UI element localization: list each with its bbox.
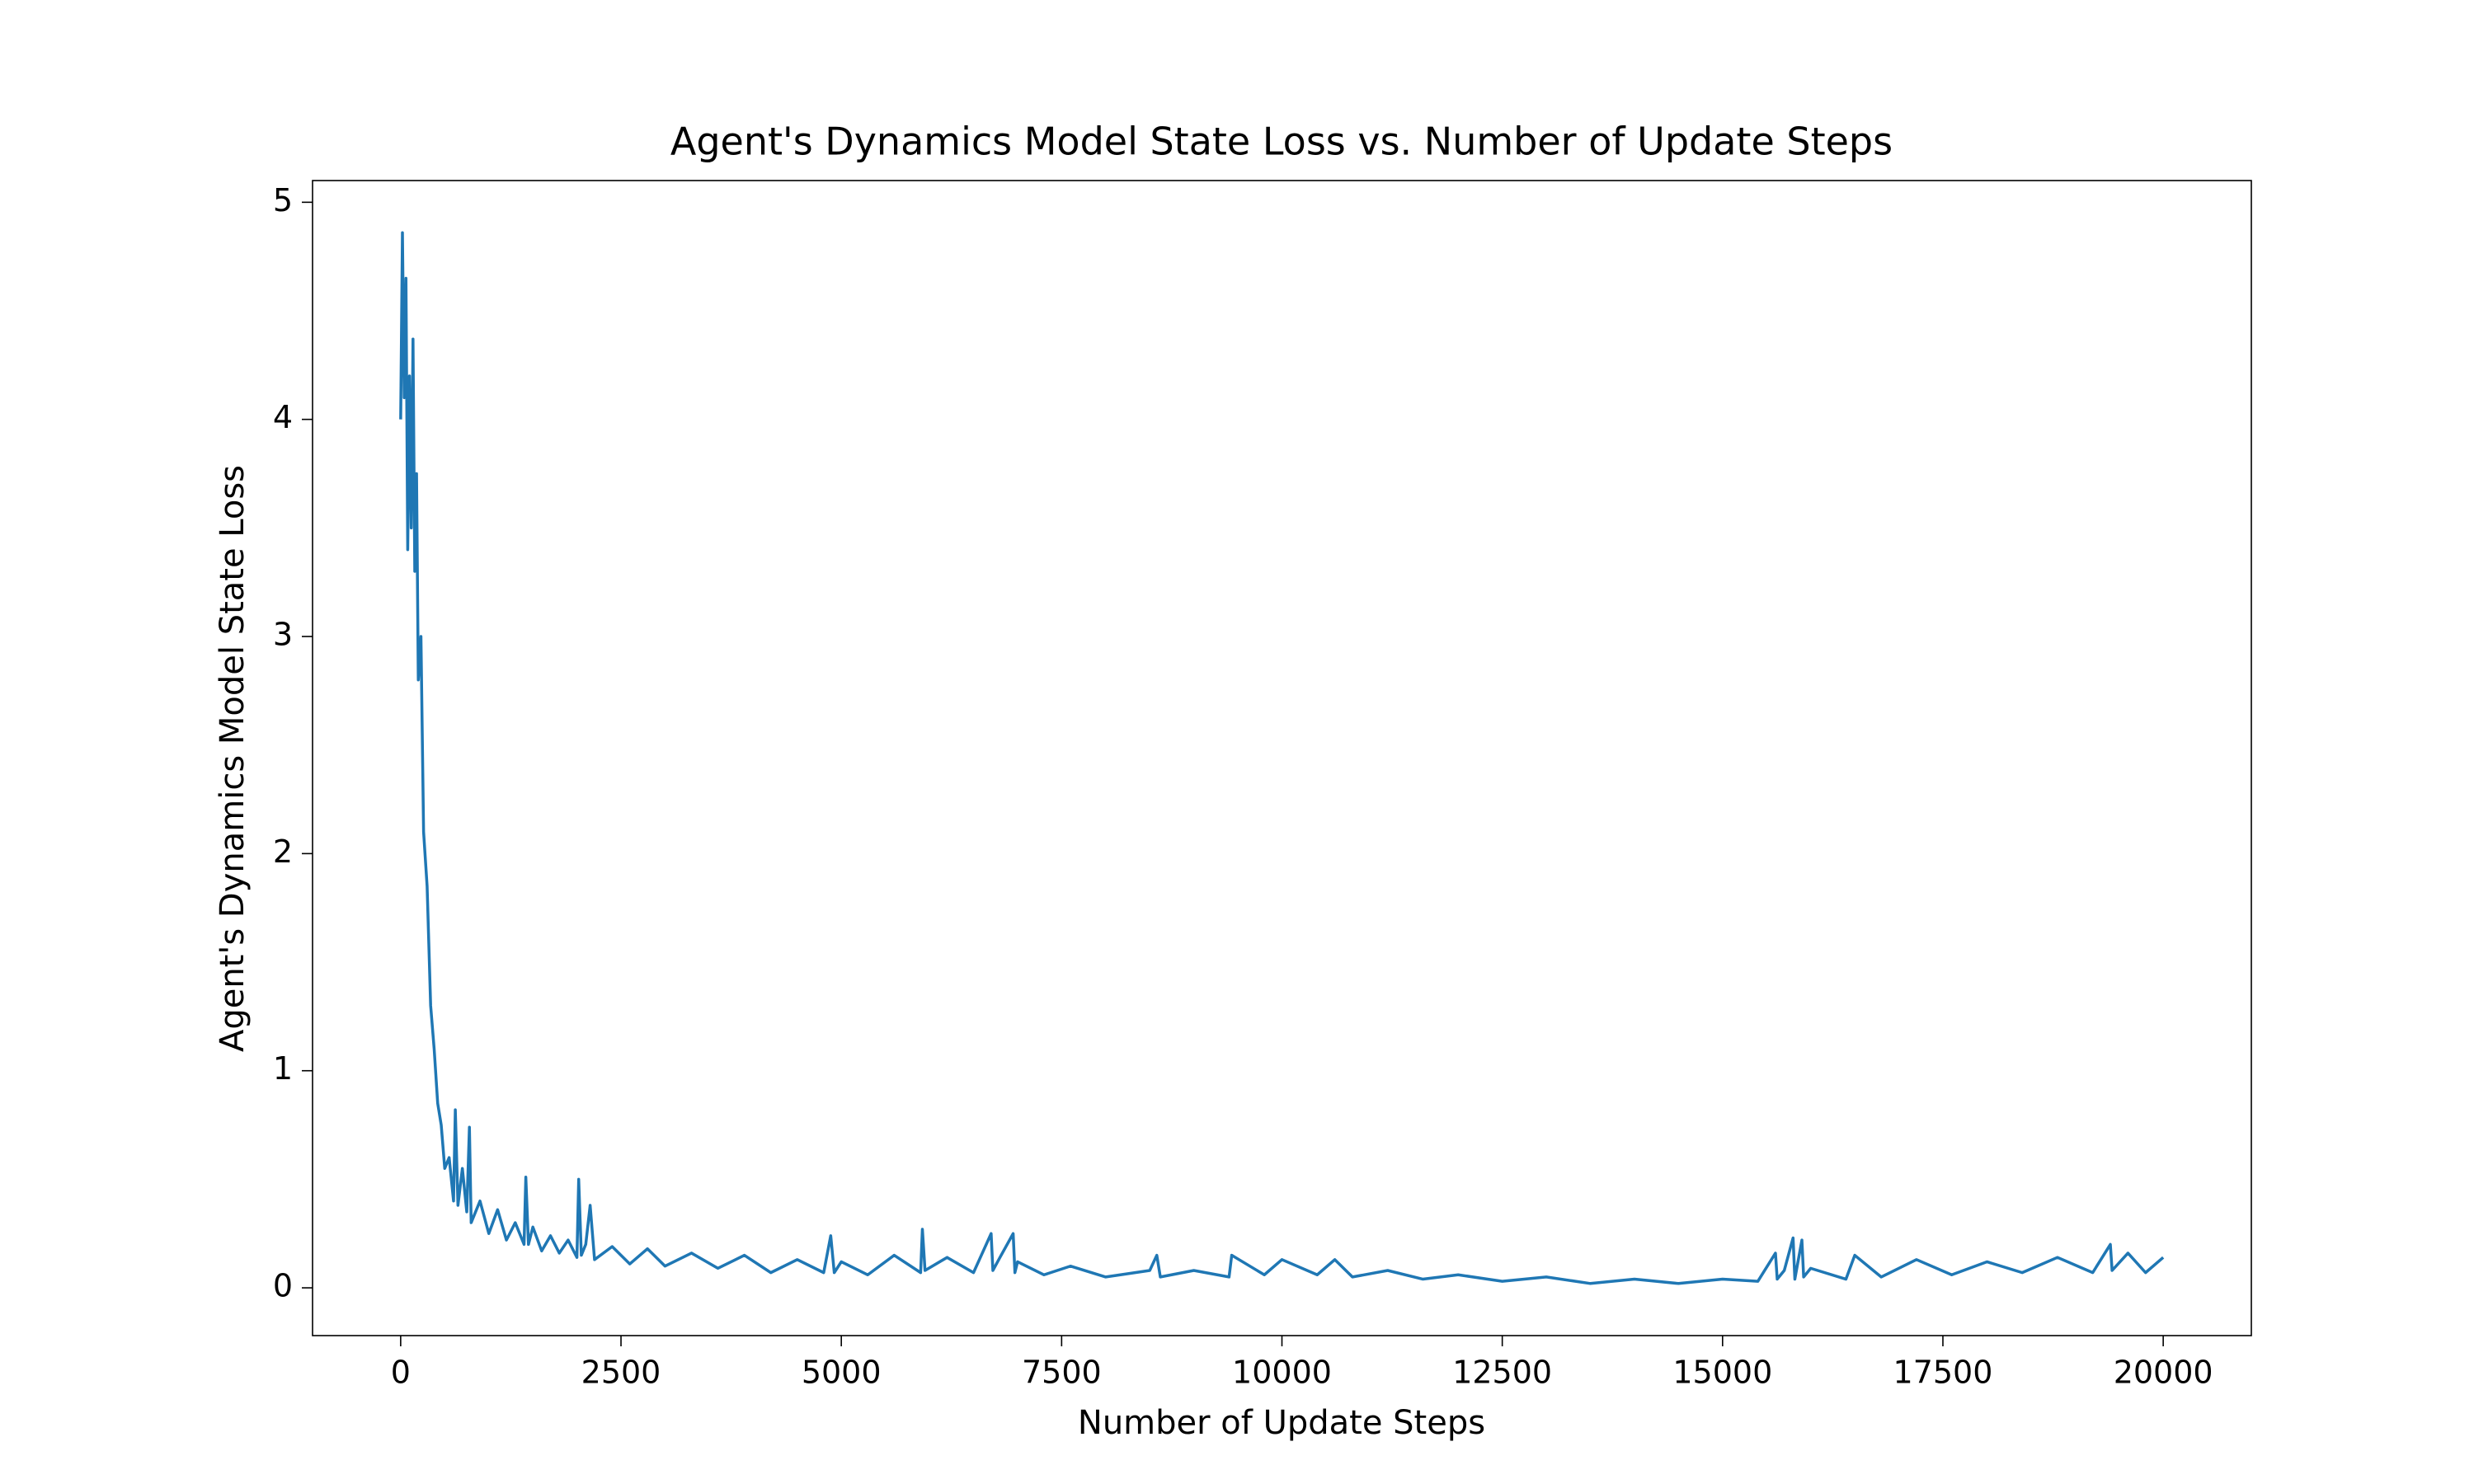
plot-frame [312, 180, 2252, 1336]
x-tick-label: 2500 [581, 1355, 661, 1391]
x-tick-label: 15000 [1672, 1355, 1772, 1391]
y-tick-label: 0 [273, 1268, 293, 1304]
x-axis-label: Number of Update Steps [1078, 1404, 1485, 1442]
y-tick-label: 5 [273, 182, 293, 218]
data-line [399, 231, 2165, 1285]
x-tick-label: 5000 [802, 1355, 882, 1391]
x-tick-label: 12500 [1452, 1355, 1552, 1391]
y-tick-label: 1 [273, 1050, 293, 1087]
y-tick-label: 2 [273, 834, 293, 870]
x-tick-label: 10000 [1232, 1355, 1332, 1391]
y-tick-label: 3 [273, 617, 293, 653]
chart-title: Agent's Dynamics Model State Loss vs. Nu… [670, 120, 1893, 164]
x-tick-label: 7500 [1022, 1355, 1102, 1391]
x-tick-label: 20000 [2114, 1355, 2213, 1391]
x-tick-label: 17500 [1893, 1355, 1993, 1391]
x-tick-label: 0 [391, 1355, 411, 1391]
y-axis-label: Agent's Dynamics Model State Loss [214, 465, 252, 1052]
y-tick-label: 4 [273, 399, 293, 435]
